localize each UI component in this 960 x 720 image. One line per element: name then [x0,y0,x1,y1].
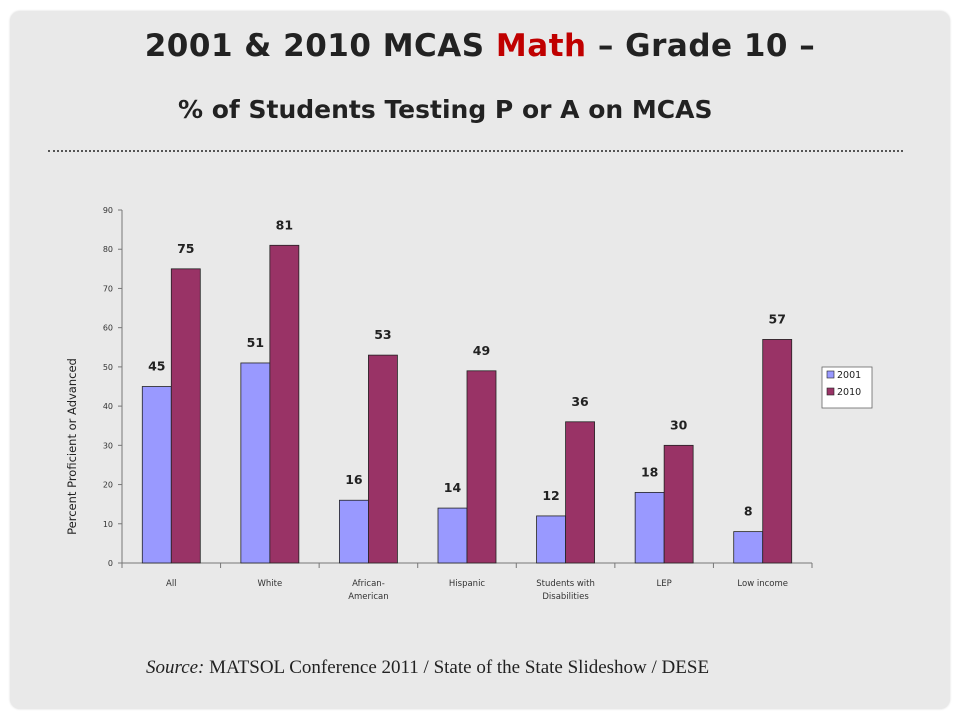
data-label-2001-3: 14 [444,480,462,495]
data-label-2001-4: 12 [542,488,559,503]
bar-2001-2 [339,499,369,564]
x-tick-label: Low income [737,579,788,589]
data-label-2010-5: 30 [670,417,688,432]
y-tick-label: 50 [103,363,113,372]
bar-2010-6 [762,339,793,564]
slide-title: 2001 & 2010 MCAS Math – Grade 10 – [0,28,960,64]
x-tick-label: All [166,579,177,589]
y-tick-label: 10 [103,520,113,529]
bar-2001-4 [536,515,566,564]
slide-subtitle: % of Students Testing P or A on MCAS [178,95,713,124]
y-tick-label: 70 [103,284,113,293]
data-label-2010-1: 81 [276,217,293,232]
data-label-2001-0: 45 [148,359,165,374]
title-prefix: 2001 & 2010 MCAS [144,28,485,64]
y-tick-label: 20 [103,481,113,490]
slide-background [10,11,950,709]
data-label-2010-2: 53 [374,327,391,342]
y-tick-label: 30 [103,441,113,450]
data-label-2001-5: 18 [641,464,658,479]
legend-label-2010: 2010 [837,387,861,398]
title-accent: Math [495,28,587,64]
title-suffix: – Grade 10 – [597,28,816,64]
x-tick-label: Students with [536,579,595,589]
legend-swatch-2001 [826,370,835,379]
data-label-2001-1: 51 [247,335,264,350]
legend-swatch-2010 [826,387,835,396]
y-tick-label: 90 [103,206,113,215]
source-note: Source: MATSOL Conference 2011 / State o… [146,655,746,681]
data-label-2010-4: 36 [571,394,589,409]
x-tick-label: African- [352,579,385,589]
legend-label-2001: 2001 [837,370,861,381]
x-tick-label: LEP [657,579,672,589]
data-label-2001-6: 8 [744,504,753,519]
data-label-2010-3: 49 [473,343,490,358]
bar-2010-5 [663,444,694,564]
y-tick-label: 0 [108,559,113,568]
bar-2001-1 [240,362,271,564]
x-tick-label: American [348,592,388,602]
bar-2010-0 [170,268,201,564]
bar-2010-4 [565,421,595,564]
dotted-divider [48,150,903,152]
bar-2001-3 [437,507,468,564]
source-text: MATSOL Conference 2011 / State of the St… [209,657,710,678]
x-tick-label: Hispanic [449,579,486,589]
source-label: Source: [146,657,205,678]
y-axis-title: Percent Proficient or Advanced [65,358,79,535]
bar-2001-0 [141,386,172,564]
data-label-2010-0: 75 [177,241,194,256]
y-tick-label: 80 [103,245,113,254]
bar-2001-5 [634,491,665,564]
x-tick-label: White [257,579,282,589]
y-tick-label: 60 [103,324,113,333]
bar-2010-1 [269,244,300,564]
x-tick-label: Disabilities [542,592,589,602]
bar-2010-2 [368,354,398,564]
bar-2010-3 [466,370,497,564]
data-label-2010-6: 57 [769,311,786,326]
data-label-2001-2: 16 [345,472,363,487]
bar-2001-6 [733,531,764,564]
y-tick-label: 40 [103,402,113,411]
